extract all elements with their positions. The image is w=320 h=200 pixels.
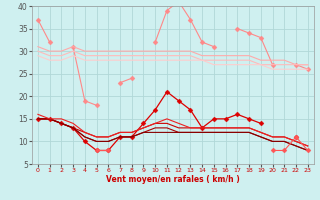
- X-axis label: Vent moyen/en rafales ( km/h ): Vent moyen/en rafales ( km/h ): [106, 175, 240, 184]
